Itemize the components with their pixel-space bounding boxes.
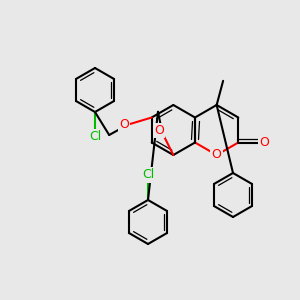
Text: Cl: Cl <box>142 169 154 182</box>
Text: O: O <box>119 118 129 131</box>
Text: Cl: Cl <box>89 130 101 143</box>
Text: O: O <box>212 148 222 161</box>
Text: O: O <box>154 124 164 137</box>
Text: O: O <box>260 136 269 149</box>
